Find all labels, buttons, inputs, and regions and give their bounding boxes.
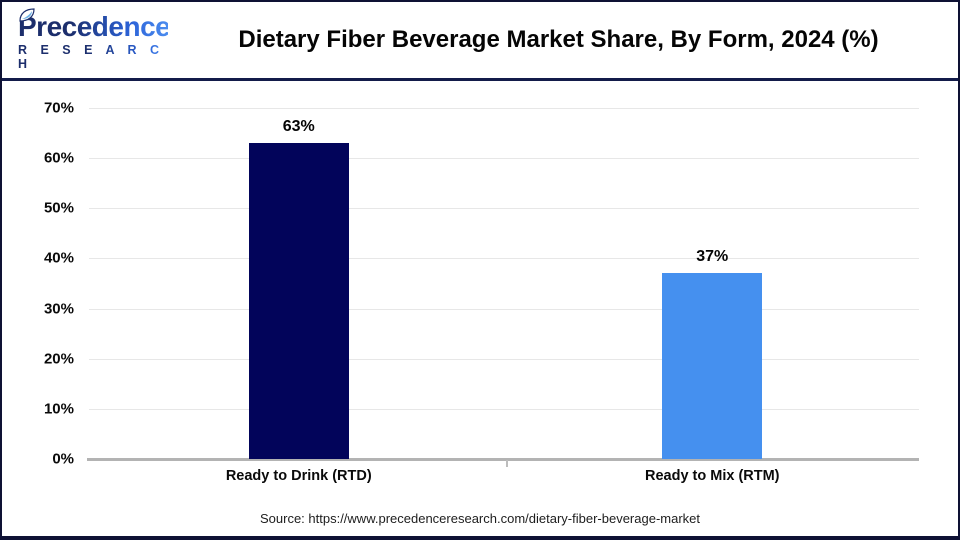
category-divider-tick bbox=[505, 460, 508, 467]
y-tick-label: 50% bbox=[43, 199, 74, 217]
gridline bbox=[89, 258, 919, 260]
gridline bbox=[89, 158, 919, 160]
x-category-label: Ready to Drink (RTD) bbox=[225, 468, 372, 484]
gridline bbox=[89, 408, 919, 410]
y-tick-label: 70% bbox=[43, 99, 74, 117]
y-tick-label: 10% bbox=[43, 400, 74, 418]
y-tick-label: 20% bbox=[43, 350, 74, 368]
gridline bbox=[89, 308, 919, 310]
precedence-research-logo: Precedence R E S E A R C H bbox=[18, 8, 171, 71]
x-category-label: Ready to Mix (RTM) bbox=[644, 468, 780, 484]
y-tick-label: 60% bbox=[43, 149, 74, 167]
bar-rtm bbox=[662, 273, 763, 459]
y-axis: 0% 10% 20% 30% 40% 50% 60% 70% bbox=[2, 100, 84, 468]
header-divider bbox=[2, 78, 958, 81]
bar-rtd bbox=[248, 143, 349, 459]
gridline bbox=[89, 108, 919, 109]
bar-value-label: 37% bbox=[696, 248, 729, 266]
chart-title: Dietary Fiber Beverage Market Share, By … bbox=[238, 26, 879, 53]
bar-value-label: 63% bbox=[282, 118, 315, 136]
y-tick-label: 30% bbox=[43, 300, 74, 318]
y-tick-label: 0% bbox=[52, 450, 74, 468]
gridline bbox=[89, 208, 919, 210]
plot-area: 63% 37% bbox=[87, 108, 919, 467]
x-axis-line bbox=[87, 458, 919, 461]
source-text: Source: https://www.precedenceresearch.c… bbox=[259, 511, 701, 526]
logo-wordmark: Precedence bbox=[18, 11, 171, 42]
gridline bbox=[89, 358, 919, 360]
x-axis: Ready to Drink (RTD) Ready to Mix (RTM) bbox=[92, 468, 919, 492]
y-tick-label: 40% bbox=[43, 249, 74, 267]
logo-subtitle: R E S E A R C H bbox=[18, 43, 168, 71]
header: Precedence R E S E A R C H Dietary Fiber… bbox=[2, 2, 958, 78]
